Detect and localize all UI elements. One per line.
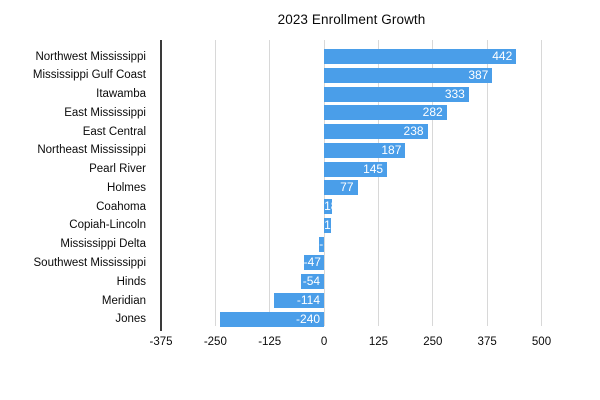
bar: 77	[324, 180, 358, 196]
x-gridline	[541, 40, 542, 326]
bar-value-label: -240	[296, 311, 321, 326]
x-gridline	[377, 40, 379, 326]
bar-value-label: -11	[319, 236, 324, 251]
bar-value-label: 145	[363, 161, 384, 176]
category-label: Meridian	[101, 294, 146, 307]
bar-value-label: 77	[340, 180, 354, 195]
category-label: Northwest Mississippi	[35, 50, 146, 63]
bar: 17	[324, 217, 332, 233]
bar: 387	[324, 67, 493, 83]
bar-value-label: 442	[492, 49, 513, 63]
bar: -240	[219, 311, 325, 327]
bar: 18	[324, 199, 332, 215]
bar-value-label: -54	[302, 274, 321, 289]
category-label: Hinds	[116, 275, 146, 288]
bar-value-label: 238	[403, 124, 424, 139]
x-gridline	[432, 40, 434, 326]
y-axis-line	[160, 40, 162, 331]
bar-value-label: -114	[296, 293, 321, 307]
bar-value-label: 282	[422, 105, 443, 120]
bar-value-label: 17	[324, 217, 331, 232]
bar: -54	[300, 274, 325, 290]
category-label: Mississippi Gulf Coast	[32, 69, 146, 82]
x-gridline	[269, 40, 271, 326]
bar-value-label: -47	[303, 255, 321, 270]
category-label: Itawamba	[96, 88, 146, 101]
category-label: East Central	[82, 125, 146, 138]
bar-value-label: 18	[324, 199, 332, 214]
x-gridline	[214, 40, 216, 326]
bar: -47	[303, 255, 325, 271]
category-label: Jones	[115, 313, 146, 326]
category-label: Holmes	[107, 181, 146, 194]
category-label: East Mississippi	[64, 106, 146, 119]
bar: -11	[319, 236, 325, 252]
bar-value-label: 187	[381, 142, 402, 157]
bar: 145	[324, 161, 388, 177]
x-tick-label: 375	[477, 336, 497, 348]
x-gridline	[486, 40, 488, 326]
bar-value-label: 333	[444, 86, 465, 101]
bar: 442	[324, 49, 517, 64]
category-label: Copiah-Lincoln	[69, 219, 146, 232]
x-tick-label: 500	[531, 336, 552, 348]
x-tick-label: 0	[320, 336, 328, 348]
bar: -114	[274, 293, 325, 308]
category-label: Mississippi Delta	[60, 238, 146, 251]
bar: 282	[324, 105, 447, 121]
bar: 333	[324, 86, 469, 102]
bar-value-label: 387	[468, 67, 489, 82]
x-tick-label: -250	[203, 336, 227, 348]
category-label: Pearl River	[89, 163, 146, 176]
category-label: Southwest Mississippi	[33, 256, 146, 269]
x-tick-label: -125	[258, 336, 282, 348]
x-tick-label: 125	[368, 336, 389, 348]
category-label: Northeast Mississippi	[37, 144, 146, 157]
x-tick-label: -375	[149, 336, 173, 348]
category-label: Coahoma	[96, 200, 146, 213]
bar: 238	[324, 124, 428, 140]
chart-title: 2023 Enrollment Growth	[277, 12, 426, 27]
x-tick-label: 250	[423, 336, 443, 348]
bar: 187	[324, 142, 406, 158]
